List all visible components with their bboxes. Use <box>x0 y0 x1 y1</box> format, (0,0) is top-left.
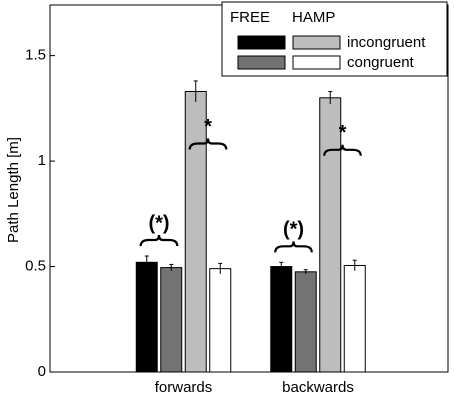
x-tick-label: forwards <box>155 379 213 396</box>
significance-label: (*) <box>283 219 304 241</box>
y-axis-label: Path Length [m] <box>5 137 22 243</box>
bar <box>184 90 207 373</box>
legend: FREE HAMP incongruent congruent <box>221 1 448 77</box>
y-tick-label: 0 <box>38 363 46 380</box>
y-tick-label: 0.5 <box>25 258 46 275</box>
significance-brace <box>188 138 228 150</box>
x-tick-label: backwards <box>282 379 354 396</box>
y-tick-label: 1 <box>38 152 46 169</box>
significance-label: * <box>204 116 212 138</box>
bar <box>160 267 183 373</box>
legend-header: HAMP <box>292 9 335 26</box>
legend-swatch <box>292 55 341 70</box>
legend-label: incongruent <box>347 34 426 51</box>
significance-brace <box>323 144 362 156</box>
legend-swatch <box>237 55 286 70</box>
legend-label: congruent <box>347 54 415 71</box>
bar <box>135 261 158 373</box>
bar <box>209 268 232 373</box>
significance-brace <box>139 234 179 247</box>
legend-swatch <box>292 35 341 50</box>
legend-swatch <box>237 35 286 50</box>
significance-brace <box>274 241 313 253</box>
significance-label: (*) <box>148 212 169 234</box>
bar <box>270 266 293 373</box>
significance-label: * <box>339 122 347 144</box>
y-tick-label: 1.5 <box>25 47 46 64</box>
bar <box>294 271 317 373</box>
bar <box>319 97 342 373</box>
bar <box>343 264 366 373</box>
legend-header: FREE <box>230 9 270 26</box>
